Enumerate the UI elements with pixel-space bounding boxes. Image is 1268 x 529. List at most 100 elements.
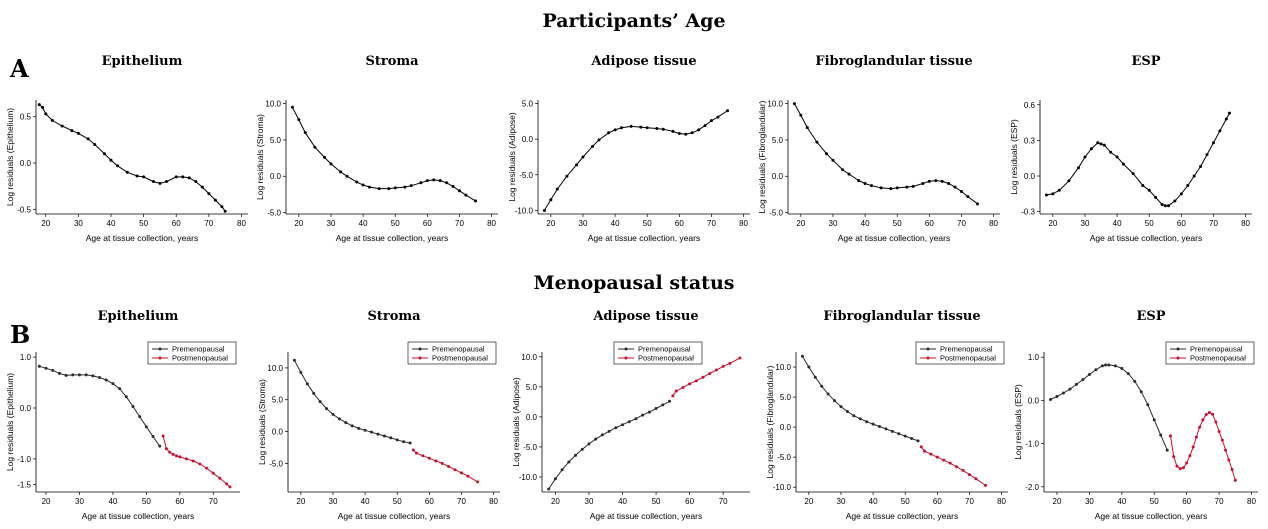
data-point bbox=[1126, 372, 1130, 376]
x-tick-label: 50 bbox=[139, 219, 148, 228]
data-point bbox=[135, 174, 139, 178]
data-point bbox=[37, 364, 41, 368]
data-point bbox=[567, 460, 571, 464]
data-point bbox=[211, 471, 215, 475]
legend-box bbox=[147, 341, 237, 365]
data-point bbox=[895, 186, 899, 190]
chart-title: Fibroglandular tissue bbox=[823, 309, 980, 324]
data-point bbox=[690, 131, 694, 135]
data-point bbox=[382, 434, 386, 438]
data-point bbox=[1192, 174, 1196, 178]
y-tick-label: 1.0 bbox=[1028, 353, 1040, 362]
y-tick-label: 5.0 bbox=[522, 100, 534, 109]
chart-title: Adipose tissue bbox=[592, 309, 698, 324]
x-tick-label: 80 bbox=[237, 219, 246, 228]
chart-title: Adipose tissue bbox=[590, 54, 696, 69]
data-point bbox=[574, 453, 578, 457]
data-point bbox=[1207, 410, 1211, 414]
series-line-0 bbox=[793, 103, 978, 205]
data-point bbox=[820, 384, 824, 388]
legend-box bbox=[407, 341, 497, 365]
data-point bbox=[84, 373, 88, 377]
y-tick-label: -1.0 bbox=[1025, 440, 1039, 449]
data-point bbox=[325, 407, 329, 411]
data-point bbox=[681, 385, 685, 389]
x-tick-label: 80 bbox=[739, 219, 748, 228]
x-tick-label: 20 bbox=[41, 219, 50, 228]
data-point bbox=[940, 179, 944, 183]
data-point bbox=[858, 417, 862, 421]
x-tick-label: 70 bbox=[1215, 497, 1224, 506]
data-point bbox=[290, 105, 294, 109]
data-point bbox=[198, 462, 202, 466]
data-point bbox=[434, 459, 438, 463]
data-point bbox=[161, 434, 165, 438]
data-point bbox=[395, 438, 399, 442]
data-point bbox=[303, 131, 307, 135]
x-tick-label: 80 bbox=[1241, 219, 1250, 228]
x-axis-label: Age at tissue collection, years bbox=[86, 233, 198, 243]
legend-marker bbox=[418, 347, 422, 351]
data-point bbox=[305, 382, 309, 386]
data-point bbox=[1120, 366, 1124, 370]
data-point bbox=[966, 195, 970, 199]
data-point bbox=[337, 417, 341, 421]
legend-box bbox=[1165, 341, 1255, 365]
chart-title: Stroma bbox=[367, 309, 421, 324]
data-point bbox=[629, 124, 633, 128]
y-tick-label: -2.0 bbox=[1025, 483, 1039, 492]
y-tick-label: 0.0 bbox=[772, 172, 784, 181]
x-axis-label: Age at tissue collection, years bbox=[336, 233, 448, 243]
data-point bbox=[403, 185, 407, 189]
data-point bbox=[44, 112, 48, 116]
data-point bbox=[677, 131, 681, 135]
data-point bbox=[647, 410, 651, 414]
x-tick-label: 30 bbox=[74, 219, 83, 228]
data-point bbox=[345, 174, 349, 178]
x-tick-label: 60 bbox=[1182, 497, 1191, 506]
data-point bbox=[144, 425, 148, 429]
data-point bbox=[313, 145, 317, 149]
data-point bbox=[547, 487, 551, 491]
data-point bbox=[98, 375, 102, 379]
data-point bbox=[187, 176, 191, 180]
data-point bbox=[607, 131, 611, 135]
data-point bbox=[118, 387, 122, 391]
data-point bbox=[389, 436, 393, 440]
section-b-title: Menopausal status bbox=[533, 272, 735, 294]
data-point bbox=[181, 175, 185, 179]
data-point bbox=[1044, 193, 1048, 197]
data-point bbox=[361, 183, 365, 187]
x-tick-label: 20 bbox=[546, 219, 555, 228]
data-point bbox=[560, 468, 564, 472]
data-point bbox=[919, 445, 923, 449]
data-point bbox=[447, 465, 451, 469]
data-point bbox=[370, 430, 374, 434]
x-tick-label: 50 bbox=[1145, 219, 1154, 228]
x-tick-label: 40 bbox=[359, 219, 368, 228]
x-tick-label: 30 bbox=[329, 497, 338, 506]
data-point bbox=[627, 420, 631, 424]
data-point bbox=[1089, 147, 1093, 151]
data-point bbox=[432, 178, 436, 182]
data-point bbox=[1181, 466, 1185, 470]
chart-a-epithelium: Epithelium 20 30 40 50 60 70 80 -0.5 0.0 0.5 Age at… bbox=[5, 54, 248, 243]
x-axis-label: Age at tissue collection, years bbox=[82, 511, 194, 521]
x-tick-label: 50 bbox=[652, 497, 661, 506]
data-point bbox=[368, 185, 372, 189]
legend-entry: Premenopausal bbox=[1190, 345, 1243, 354]
data-point bbox=[1152, 418, 1156, 422]
data-point bbox=[1211, 141, 1215, 145]
data-point bbox=[549, 198, 553, 202]
data-point bbox=[661, 127, 665, 131]
data-point bbox=[312, 391, 316, 395]
x-axis-label: Age at tissue collection, years bbox=[590, 511, 702, 521]
data-point bbox=[1074, 382, 1078, 386]
data-point bbox=[111, 382, 115, 386]
data-point bbox=[1199, 165, 1203, 168]
x-tick-label: 20 bbox=[796, 219, 805, 228]
data-point bbox=[419, 181, 423, 185]
